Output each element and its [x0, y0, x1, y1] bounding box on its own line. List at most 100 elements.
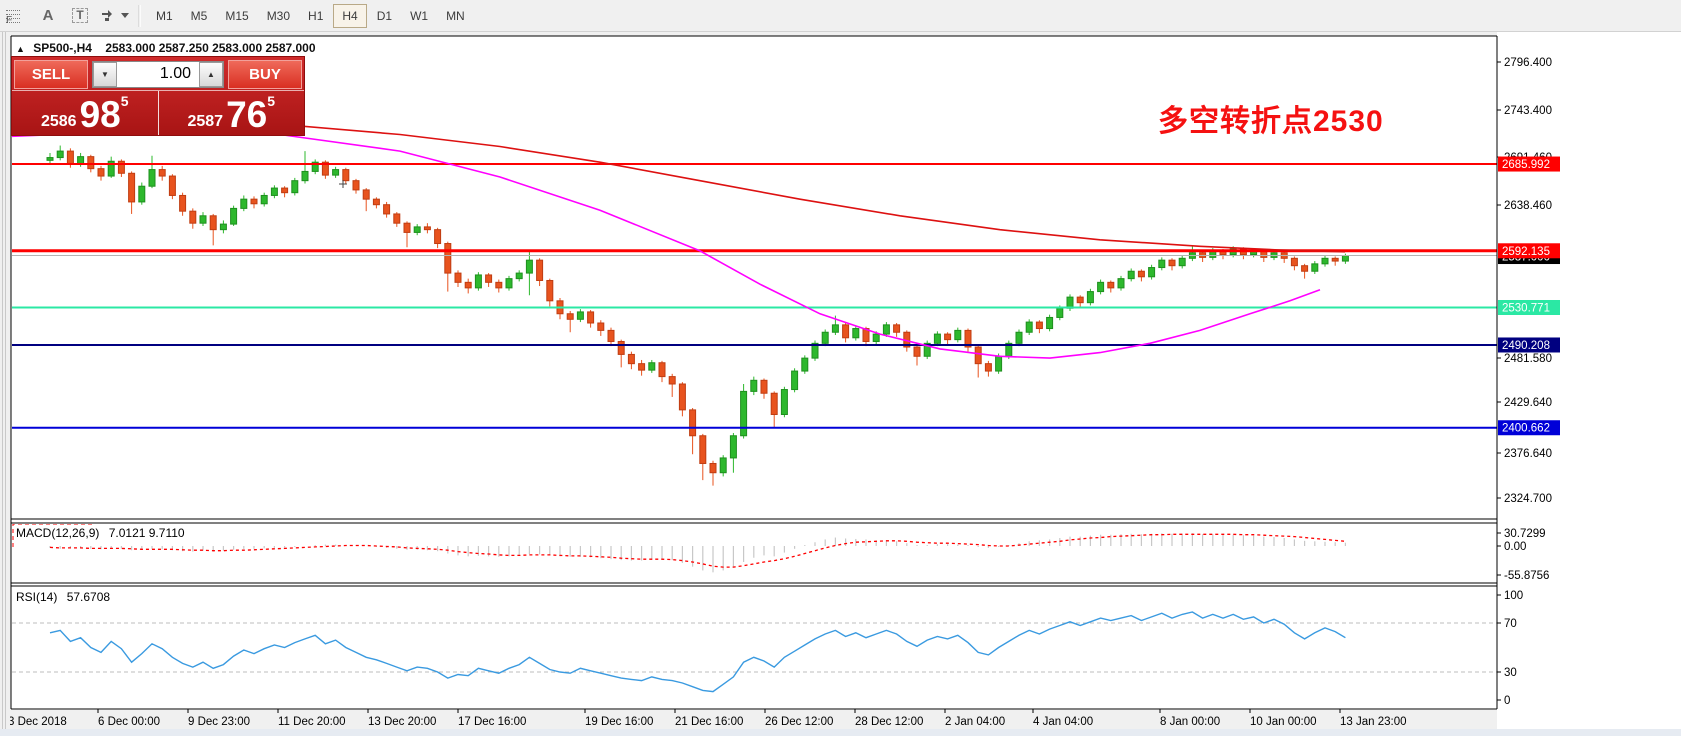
axis-tick-label: 13 Dec 20:00 — [368, 716, 436, 728]
tf-button-M30[interactable]: M30 — [266, 8, 291, 23]
price-label-box — [1498, 156, 1560, 172]
candle-body — [383, 204, 391, 215]
candle-body — [56, 150, 64, 159]
candle-body — [1097, 281, 1105, 293]
candle-body — [240, 198, 248, 209]
collapse-arrow-icon[interactable]: ▲ — [16, 44, 25, 54]
volume-input[interactable]: 1.00 — [117, 61, 199, 87]
chart-annotation-text: 多空转折点2530 — [1158, 105, 1384, 138]
price-label-text: 2592.135 — [1502, 246, 1550, 258]
axis-tick-label: -55.8756 — [1504, 570, 1549, 582]
sell-button[interactable]: SELL — [14, 59, 88, 89]
axis-tick-label: 21 Dec 16:00 — [675, 716, 743, 728]
symbol-period: SP500-,H4 — [33, 41, 92, 55]
chart-title: ▲ SP500-,H4 2583.000 2587.250 2583.000 2… — [16, 41, 316, 55]
volume-increase-button[interactable]: ▲ — [199, 61, 223, 87]
tf-button-M15[interactable]: M15 — [225, 8, 249, 23]
candle-body — [1321, 257, 1329, 265]
candle-body — [393, 213, 401, 224]
axis-tick-label: 10 Jan 00:00 — [1250, 716, 1317, 728]
candle-body — [750, 379, 758, 392]
volume-decrease-button[interactable]: ▼ — [93, 61, 117, 87]
buy-button[interactable]: BUY — [228, 59, 302, 89]
candle-body — [709, 462, 717, 474]
candle-body — [311, 161, 319, 172]
rsi-label: RSI(14) 57.6708 — [16, 590, 110, 604]
axis-tick-label: 26 Dec 12:00 — [765, 716, 833, 728]
candle-body — [1331, 257, 1339, 262]
axis-tick-label: 2481.580 — [1504, 353, 1552, 365]
candle-body — [1311, 263, 1319, 272]
candle-body — [219, 223, 227, 231]
candle-body — [281, 187, 289, 194]
tf-button-M1[interactable]: M1 — [156, 8, 173, 23]
candle-body — [372, 198, 380, 206]
candle-body — [740, 390, 748, 437]
buy-price[interactable]: 2587 76 5 — [159, 91, 305, 135]
candle-body — [668, 376, 676, 385]
tf-button-D1[interactable]: D1 — [376, 8, 393, 23]
sell-price[interactable]: 2586 98 5 — [12, 91, 159, 135]
axis-tick-label: 2796.400 — [1504, 57, 1552, 69]
price-label-box — [1498, 243, 1560, 259]
tf-button-MN[interactable]: MN — [446, 8, 465, 23]
text-label-icon[interactable]: A — [42, 7, 54, 24]
axis-tick-label: 9 Dec 23:00 — [188, 716, 250, 728]
candle-body — [1076, 296, 1084, 304]
candle-body — [811, 342, 819, 359]
axis-tick-label: 28 Dec 12:00 — [855, 716, 923, 728]
tf-button-M5[interactable]: M5 — [190, 8, 208, 23]
right-margin — [1497, 32, 1681, 736]
candle-body — [923, 342, 931, 357]
axis-tick-label: 3 Dec 2018 — [8, 716, 67, 728]
candle-body — [423, 226, 431, 231]
candle-body — [464, 281, 472, 289]
trade-panel-prices: 2586 98 5 2587 76 5 — [12, 90, 304, 135]
candle-body — [913, 346, 921, 357]
axis-tick-label: 17 Dec 16:00 — [458, 716, 526, 728]
tf-button-H1[interactable]: H1 — [308, 8, 324, 23]
candle-body — [97, 168, 105, 177]
candle-body — [1137, 270, 1145, 278]
tf-button-W1[interactable]: W1 — [410, 8, 429, 23]
candle-body — [729, 435, 737, 459]
candle-body — [515, 272, 523, 280]
candle-body — [689, 409, 697, 437]
candle-body — [454, 272, 462, 283]
candle-body — [117, 160, 125, 174]
candle-body — [301, 170, 309, 182]
candle-body — [546, 279, 554, 302]
tf-button-H4[interactable]: H4 — [333, 3, 367, 28]
candle-body — [893, 324, 901, 333]
candle-body — [1035, 321, 1043, 330]
price-label-box — [1498, 337, 1560, 353]
candle-body — [1056, 307, 1064, 318]
candle-body — [352, 180, 360, 191]
candle-body — [984, 363, 992, 372]
axis-tick-label: 100 — [1504, 590, 1523, 602]
text-tool-icon[interactable]: T — [66, 3, 94, 29]
candle-body — [209, 215, 217, 231]
candle-body — [1290, 257, 1298, 267]
candle-body — [954, 329, 962, 341]
candle-body — [434, 229, 442, 245]
moving-average-line — [12, 129, 1321, 359]
indicator-list-icon[interactable]: F — [2, 3, 30, 29]
candle-body — [505, 278, 513, 289]
candle-body — [250, 198, 258, 205]
candle-body — [1168, 259, 1176, 267]
price-label-text: 2490.208 — [1502, 340, 1550, 352]
candle-body — [1178, 257, 1186, 267]
candle-body — [1158, 259, 1166, 269]
arrange-windows-icon[interactable] — [98, 3, 130, 29]
price-label-text: 2530.771 — [1502, 302, 1550, 314]
buy-price-big: 76 — [226, 94, 268, 135]
candle-body — [821, 331, 829, 344]
window-splitter[interactable] — [0, 32, 10, 736]
candle-body — [536, 259, 544, 281]
arrows-icon — [102, 9, 112, 21]
sell-price-sup: 5 — [120, 93, 129, 109]
candle-body — [1086, 291, 1094, 304]
candle-body — [1127, 270, 1135, 280]
